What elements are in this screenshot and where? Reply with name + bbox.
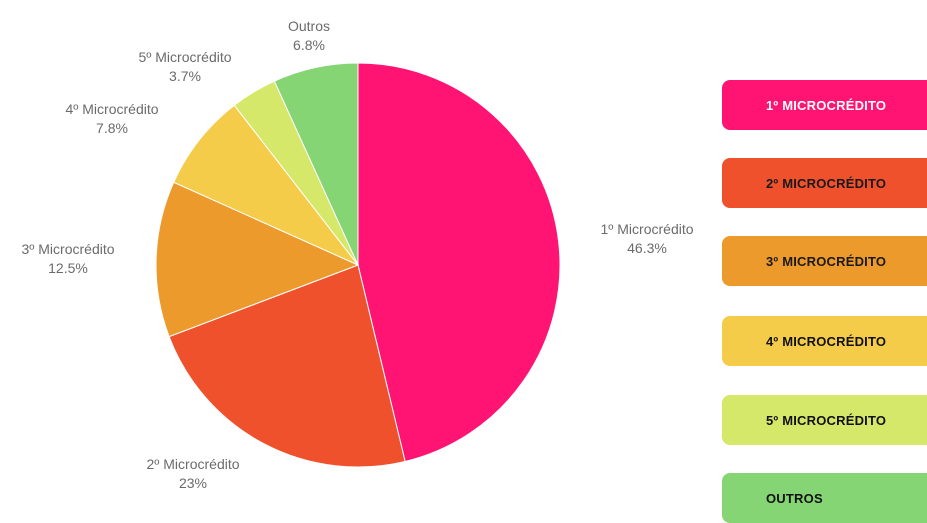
slice-label-3-name: 3º Microcrédito	[21, 241, 115, 257]
slice-label-2: 2º Microcrédito 23%	[146, 455, 239, 493]
slice-label-3: 3º Microcrédito 12.5%	[21, 240, 114, 278]
slice-label-6-pct: 6.8%	[293, 37, 325, 53]
legend-item-2: 2º MICROCRÉDITO	[722, 158, 927, 208]
legend-item-4: 4º MICROCRÉDITO	[722, 316, 927, 366]
slice-label-1-name: 1º Microcrédito	[600, 221, 694, 237]
legend-item-1-label: 1º MICROCRÉDITO	[766, 97, 887, 113]
legend-item-5: 5º MICROCRÉDITO	[722, 395, 927, 445]
slice-label-5-name: 5º Microcrédito	[138, 49, 232, 65]
slice-label-2-pct: 23%	[178, 475, 208, 491]
slice-label-2-name: 2º Microcrédito	[146, 456, 240, 472]
slice-label-6: Outros 6.8%	[288, 17, 330, 55]
pie-slice-6	[273, 62, 359, 266]
slice-label-6-name: Outros	[287, 18, 331, 34]
legend-item-4-label: 4º MICROCRÉDITO	[766, 333, 887, 349]
slice-label-1: 1º Microcrédito 46.3%	[600, 220, 693, 258]
legend-item-6: OUTROS	[722, 473, 927, 523]
legend-item-1: 1º MICROCRÉDITO	[722, 80, 927, 130]
slice-label-4-pct: 7.8%	[96, 120, 128, 136]
legend-item-5-label: 5º MICROCRÉDITO	[766, 412, 887, 428]
slice-label-3-pct: 12.5%	[48, 260, 88, 276]
legend-item-2-label: 2º MICROCRÉDITO	[766, 175, 887, 191]
legend-item-6-label: OUTROS	[766, 490, 823, 506]
slice-label-4-name: 4º Microcrédito	[65, 101, 159, 117]
pie-slice-1	[357, 62, 561, 463]
legend-item-3-label: 3º MICROCRÉDITO	[766, 253, 887, 269]
legend-item-3: 3º MICROCRÉDITO	[722, 236, 927, 286]
slice-label-5: 5º Microcrédito 3.7%	[138, 48, 231, 86]
slice-label-4: 4º Microcrédito 7.8%	[65, 100, 158, 138]
slice-label-1-pct: 46.3%	[627, 240, 667, 256]
legend: 1º MICROCRÉDITO 2º MICROCRÉDITO 3º MICRO…	[722, 0, 927, 523]
slice-label-5-pct: 3.7%	[169, 68, 201, 84]
pie-slice-2	[168, 264, 406, 468]
pie-slice-3	[155, 181, 360, 338]
pie-slice-4	[173, 104, 359, 266]
